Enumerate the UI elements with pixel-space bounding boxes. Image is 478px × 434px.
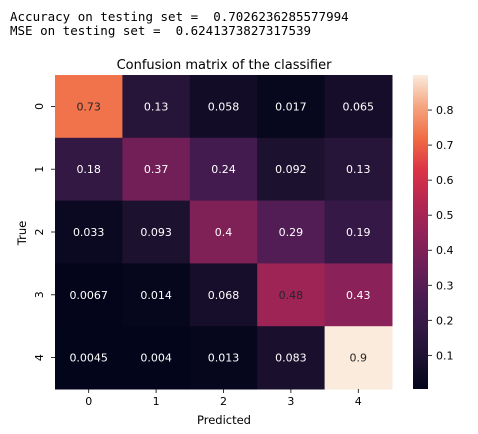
colorbar-tick-label: 0.5 <box>436 209 454 222</box>
heatmap-cells: 0.73 0.13 0.058 0.017 0.065 0.18 0.37 0.24 0.092… <box>55 75 393 390</box>
x-axis: 0 1 2 3 4 <box>85 389 362 408</box>
cell-value-label: 0.24 <box>211 163 236 176</box>
cell-value-label: 0.083 <box>275 352 307 365</box>
cell-value-label: 0.13 <box>346 163 371 176</box>
heatmap-cell <box>122 75 191 139</box>
cell-value-label: 0.43 <box>346 289 371 302</box>
x-axis-label: Predicted <box>197 413 251 427</box>
y-tick-label: 3 <box>33 291 46 298</box>
cell-value-label: 0.068 <box>208 289 240 302</box>
y-tick-label: 2 <box>33 229 46 236</box>
colorbar-tick-label: 0.6 <box>436 174 454 187</box>
y-tick-label: 4 <box>33 354 46 361</box>
x-tick-label: 1 <box>153 395 160 408</box>
heatmap-cell <box>324 137 393 202</box>
mse-output: MSE on testing set = 0.6241373827317539 <box>10 23 312 38</box>
heatmap-cell <box>257 326 326 390</box>
heatmap-cell <box>257 263 326 327</box>
heatmap-cell <box>257 75 326 139</box>
heatmap-cell <box>55 263 123 327</box>
heatmap-cell <box>189 75 258 139</box>
cell-value-label: 0.4 <box>215 226 233 239</box>
cell-value-label: 0.13 <box>144 100 169 113</box>
heatmap-cell <box>55 75 123 139</box>
heatmap-cell <box>55 326 123 390</box>
colorbar-tick-label: 0.1 <box>436 349 454 362</box>
heatmap-cell <box>122 326 191 390</box>
cell-value-label: 0.014 <box>140 289 172 302</box>
x-tick-label: 0 <box>85 395 92 408</box>
y-axis-label: True <box>15 221 29 246</box>
cell-value-label: 0.18 <box>76 163 101 176</box>
heatmap-cell <box>122 263 191 327</box>
cell-value-label: 0.093 <box>140 226 172 239</box>
colorbar-ticks: 0.1 0.2 0.3 0.4 0.5 0.6 0.7 0.8 <box>428 104 454 362</box>
cell-value-label: 0.033 <box>73 226 105 239</box>
cell-value-label: 0.0067 <box>69 289 108 302</box>
heatmap-cell <box>122 137 191 202</box>
colorbar-tick-label: 0.7 <box>436 139 454 152</box>
y-tick-label: 0 <box>33 103 46 110</box>
colorbar-tick-label: 0.2 <box>436 314 454 327</box>
heatmap-cell <box>55 200 123 264</box>
colorbar-tick-label: 0.4 <box>436 244 454 257</box>
x-tick-label: 4 <box>355 395 362 408</box>
cell-value-label: 0.48 <box>279 289 304 302</box>
heatmap-cell <box>189 263 258 327</box>
x-tick-label: 2 <box>220 395 227 408</box>
accuracy-output: Accuracy on testing set = 0.702623628557… <box>10 9 349 24</box>
cell-value-label: 0.017 <box>275 100 307 113</box>
heatmap-cell <box>324 200 393 264</box>
cell-value-label: 0.37 <box>144 163 169 176</box>
heatmap-cell <box>189 326 258 390</box>
cell-value-label: 0.73 <box>76 100 101 113</box>
cell-value-label: 0.004 <box>140 352 172 365</box>
heatmap-cell <box>189 200 258 264</box>
colorbar <box>413 75 428 389</box>
cell-value-label: 0.092 <box>275 163 307 176</box>
heatmap-cell <box>257 200 326 264</box>
heatmap-cell <box>55 137 123 202</box>
cell-value-label: 0.058 <box>208 100 240 113</box>
cell-value-label: 0.29 <box>279 226 304 239</box>
heatmap-cell <box>324 263 393 327</box>
cell-value-label: 0.0045 <box>69 352 108 365</box>
y-tick-label: 1 <box>33 166 46 173</box>
x-tick-label: 3 <box>287 395 294 408</box>
cell-value-label: 0.065 <box>343 100 375 113</box>
cell-value-label: 0.9 <box>350 352 368 365</box>
heatmap-cell <box>122 200 191 264</box>
chart-title: Confusion matrix of the classifier <box>117 58 333 73</box>
heatmap-cell <box>324 75 393 139</box>
y-axis: 0 1 2 3 4 <box>33 103 55 361</box>
colorbar-tick-label: 0.8 <box>436 104 454 117</box>
cell-value-label: 0.19 <box>346 226 371 239</box>
cell-value-label: 0.013 <box>208 352 240 365</box>
heatmap-cell <box>189 137 258 202</box>
colorbar-tick-label: 0.3 <box>436 279 454 292</box>
heatmap-cell <box>324 326 393 390</box>
heatmap-cell <box>257 137 326 202</box>
